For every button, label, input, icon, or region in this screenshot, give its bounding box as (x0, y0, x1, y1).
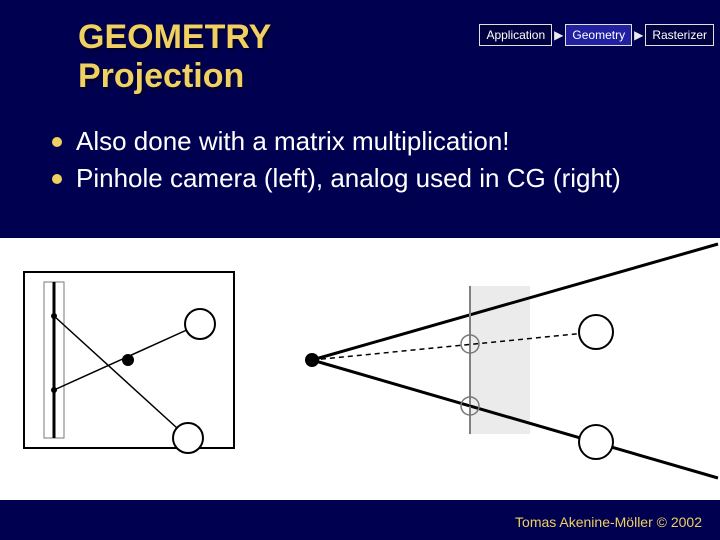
arrow-icon: ▶ (554, 29, 563, 41)
pipeline-stages: Application ▶ Geometry ▶ Rasterizer (479, 24, 714, 46)
list-item: Pinhole camera (left), analog used in CG… (52, 162, 692, 195)
bullet-dot-icon (52, 137, 62, 147)
footer-credit: Tomas Akenine-Möller © 2002 (515, 514, 702, 530)
title-line-1: GEOMETRY (78, 18, 271, 57)
stage-geometry: Geometry (565, 24, 632, 46)
arrow-icon: ▶ (634, 29, 643, 41)
bullet-text: Pinhole camera (left), analog used in CG… (76, 162, 692, 195)
bullet-dot-icon (52, 174, 62, 184)
diagram-svg (0, 238, 720, 500)
slide-title: GEOMETRY Projection (78, 18, 271, 96)
stage-rasterizer: Rasterizer (645, 24, 714, 46)
list-item: Also done with a matrix multiplication! (52, 125, 692, 158)
diagram-area (0, 238, 720, 500)
bullet-text: Also done with a matrix multiplication! (76, 125, 692, 158)
stage-application: Application (479, 24, 552, 46)
bullet-list: Also done with a matrix multiplication! … (52, 125, 692, 198)
title-line-2: Projection (78, 57, 271, 96)
